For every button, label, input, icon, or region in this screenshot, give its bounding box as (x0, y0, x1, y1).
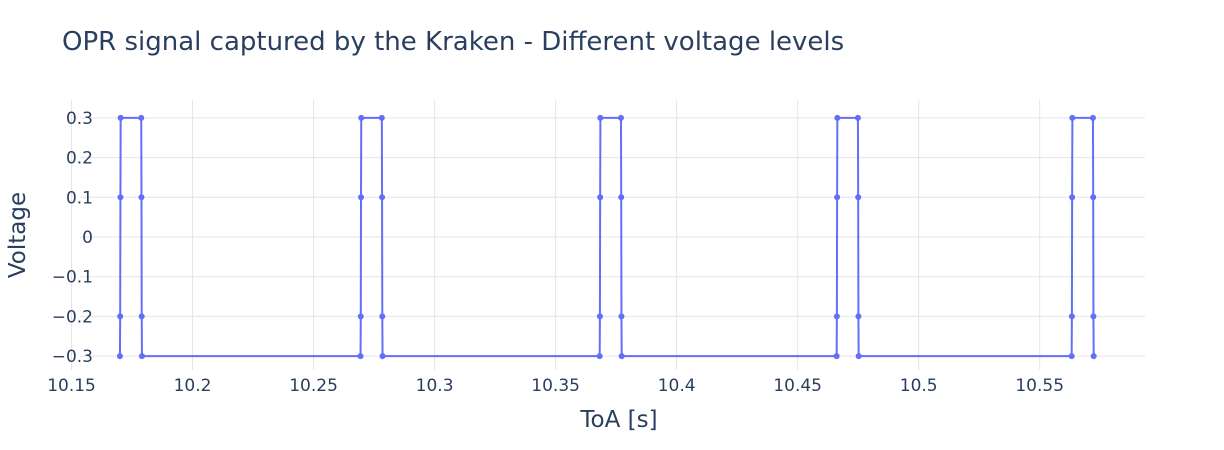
data-point (1090, 353, 1097, 360)
data-point (138, 114, 145, 121)
data-point (117, 313, 124, 320)
x-tick-label: 10.3 (416, 376, 454, 396)
y-tick-label: 0.1 (66, 188, 93, 208)
data-point (596, 353, 603, 360)
data-point (138, 194, 145, 201)
data-point (618, 353, 625, 360)
x-gridlines (71, 100, 1041, 370)
data-point (597, 194, 604, 201)
data-point (618, 194, 625, 201)
data-point (618, 313, 625, 320)
y-axis-title: Voltage (5, 192, 31, 278)
data-point (138, 353, 145, 360)
data-point (1069, 194, 1076, 201)
data-point (1068, 353, 1075, 360)
data-point (833, 353, 840, 360)
series-layer (116, 114, 1097, 360)
x-tick-label: 10.35 (531, 376, 580, 396)
x-tick-label: 10.45 (773, 376, 822, 396)
data-point (596, 313, 603, 320)
data-point (138, 313, 145, 320)
data-point (358, 194, 365, 201)
data-point (854, 114, 861, 121)
y-tick-label: −0.3 (52, 347, 93, 367)
data-point (357, 353, 364, 360)
x-tick-label: 10.5 (900, 376, 938, 396)
y-tick-labels: 0.3 0.2 0.1 0 −0.1 −0.2 −0.3 (52, 109, 93, 367)
data-point (834, 114, 841, 121)
x-tick-label: 10.4 (658, 376, 696, 396)
x-tick-label: 10.55 (1015, 376, 1064, 396)
x-tick-labels: 10.15 10.2 10.25 10.3 10.35 10.4 10.45 10.5 10.5… (47, 376, 1064, 396)
data-point (1089, 114, 1096, 121)
y-tick-label: −0.1 (52, 268, 93, 288)
data-point (357, 313, 364, 320)
data-point (358, 114, 365, 121)
data-point (833, 313, 840, 320)
data-point (379, 194, 386, 201)
data-point (617, 114, 624, 121)
data-point (855, 194, 862, 201)
data-point (855, 313, 862, 320)
data-point (834, 194, 841, 201)
x-axis-title: ToA [s] (579, 407, 657, 433)
data-point (1069, 114, 1076, 121)
data-point (379, 353, 386, 360)
x-tick-label: 10.25 (289, 376, 338, 396)
y-tick-label: 0 (82, 228, 93, 248)
data-point (1068, 313, 1075, 320)
chart-title: OPR signal captured by the Kraken - Diff… (62, 27, 844, 57)
data-point (117, 194, 124, 201)
data-point (597, 114, 604, 121)
x-tick-label: 10.15 (47, 376, 96, 396)
x-tick-label: 10.2 (174, 376, 212, 396)
y-tick-label: 0.3 (66, 109, 93, 129)
data-point (1090, 194, 1097, 201)
data-point (117, 114, 124, 121)
data-point (855, 353, 862, 360)
data-point (116, 353, 123, 360)
series-line (118, 116, 1095, 358)
data-point (379, 313, 386, 320)
data-point (378, 114, 385, 121)
y-tick-label: 0.2 (66, 149, 93, 169)
y-tick-label: −0.2 (52, 307, 93, 327)
data-point (1090, 313, 1097, 320)
